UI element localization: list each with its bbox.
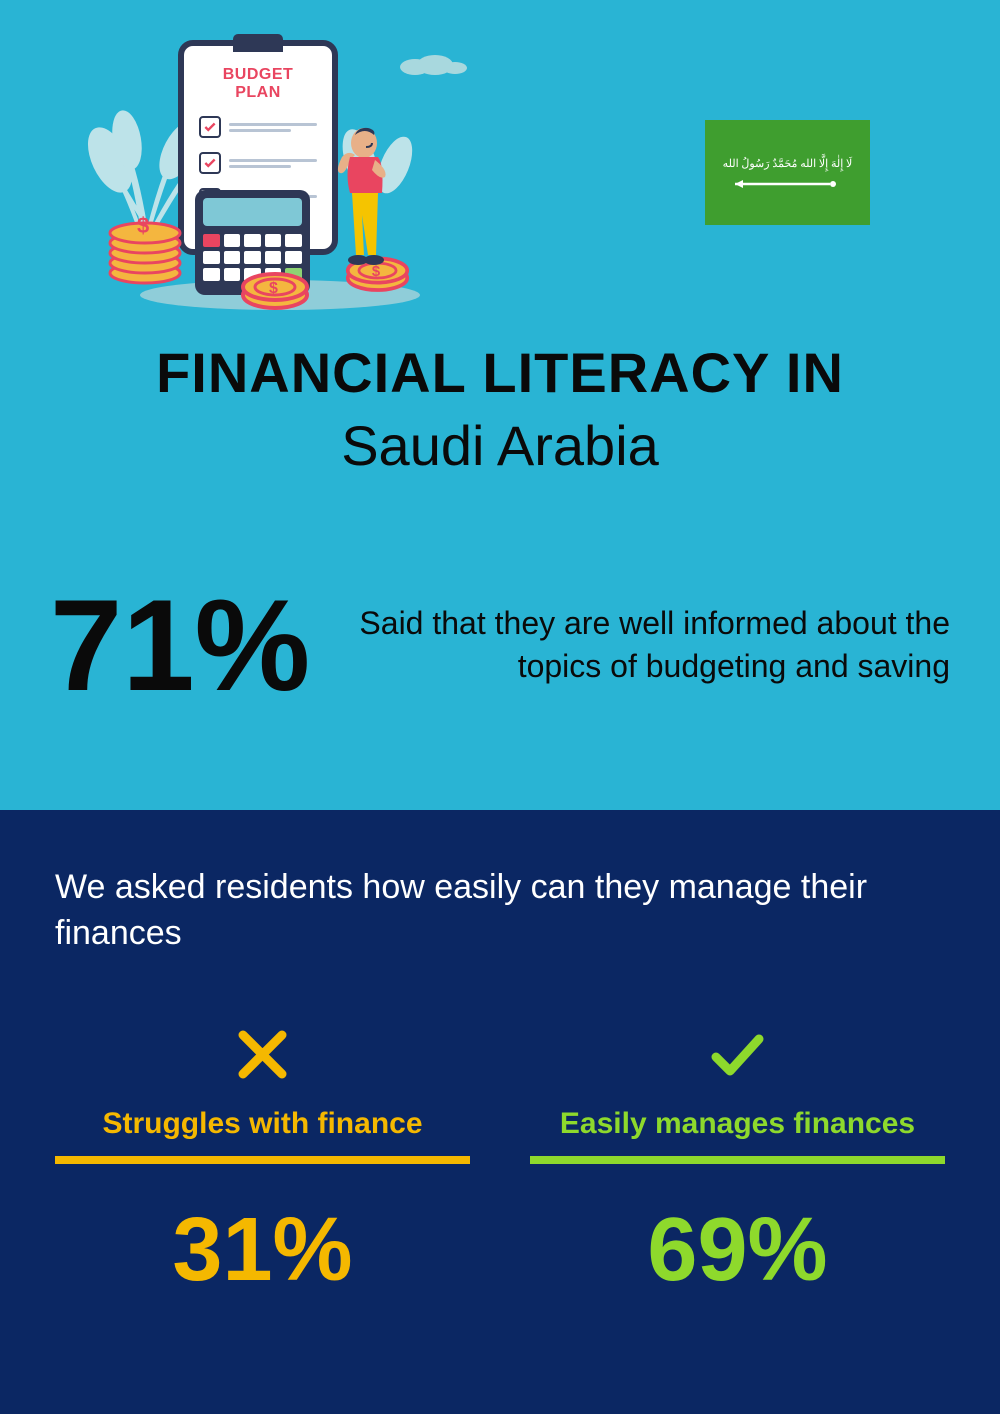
divider (55, 1156, 470, 1164)
manages-label: Easily manages finances (530, 1107, 945, 1141)
coin-stack-icon: $ (105, 195, 195, 285)
title-line2: Saudi Arabia (0, 413, 1000, 478)
main-stat: 71% Said that they are well informed abo… (50, 580, 950, 710)
svg-text:$: $ (137, 213, 149, 238)
comparison-columns: Struggles with finance 31% Easily manage… (55, 1027, 945, 1302)
question-text: We asked residents how easily can they m… (55, 865, 945, 957)
clipboard-title: BUDGET PLAN (199, 66, 317, 102)
title-line1: FINANCIAL LITERACY IN (0, 340, 1000, 405)
manages-percent: 69% (530, 1199, 945, 1302)
svg-text:$: $ (269, 280, 278, 297)
struggles-label: Struggles with finance (55, 1107, 470, 1141)
saudi-flag: لَا إِلٰهَ إِلَّا الله مُحَمَّدٌ رَسُولُ… (705, 120, 870, 225)
x-icon (235, 1027, 290, 1082)
sword-icon (735, 180, 840, 188)
title-block: FINANCIAL LITERACY IN Saudi Arabia (0, 340, 1000, 478)
check-icon (710, 1027, 765, 1082)
bottom-section: We asked residents how easily can they m… (0, 810, 1000, 1414)
struggles-percent: 31% (55, 1199, 470, 1302)
cloud-icon (400, 55, 470, 75)
coin-icon: $ (240, 265, 310, 310)
manages-column: Easily manages finances 69% (530, 1027, 945, 1302)
flag-shahada-text: لَا إِلٰهَ إِلَّا الله مُحَمَّدٌ رَسُولُ… (723, 157, 853, 170)
struggles-column: Struggles with finance 31% (55, 1027, 470, 1302)
main-stat-description: Said that they are well informed about t… (350, 602, 950, 688)
person-icon (320, 125, 400, 285)
budget-illustration: BUDGET PLAN (110, 30, 430, 310)
main-stat-percent: 71% (50, 580, 310, 710)
top-section: BUDGET PLAN (0, 0, 1000, 810)
divider (530, 1156, 945, 1164)
